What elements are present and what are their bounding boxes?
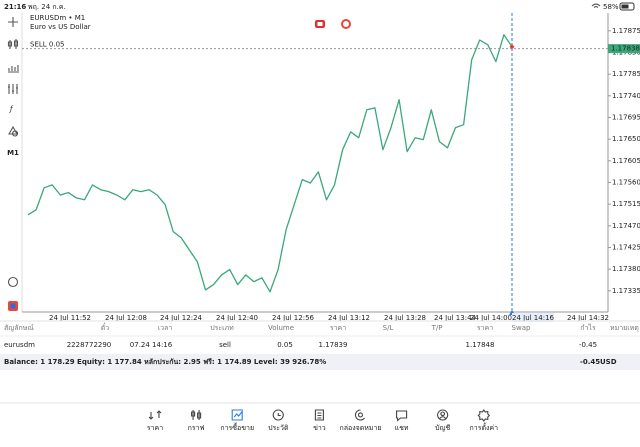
crosshair-time-box	[512, 313, 554, 322]
status-battery: 58%	[603, 3, 619, 11]
column-header: S/L	[383, 324, 394, 332]
summary-currency: USD	[600, 358, 617, 366]
column-header: ราคา	[477, 324, 493, 332]
y-tick-label: 1.17650	[612, 135, 640, 143]
settings-tool[interactable]	[8, 84, 18, 94]
cell-type: sell	[219, 341, 231, 349]
tab-label[interactable]: ราคา	[147, 424, 163, 432]
battery-level	[621, 4, 629, 9]
y-tick-label: 1.17695	[612, 113, 640, 121]
summary-bar	[0, 354, 640, 370]
tab-icon[interactable]	[396, 410, 408, 422]
cell-ticket: 2228772290	[67, 341, 112, 349]
positions-table: สัญลักษณ์ ตั๋ว เวลา ประเภท Volume ราคา S/L T/P ร…	[0, 323, 640, 349]
search-tool[interactable]	[7, 276, 19, 288]
tab-icon[interactable]	[314, 409, 324, 421]
y-tick-label: 1.17875	[612, 27, 640, 35]
cell-profit: -0.45	[579, 341, 597, 349]
tab-icon[interactable]	[231, 409, 243, 421]
tab-icon[interactable]	[148, 410, 162, 420]
cell-open_price: 1.17839	[319, 341, 348, 349]
cell-symbol: eurusdm	[4, 341, 35, 349]
y-tick-label: 1.17515	[612, 200, 640, 208]
cell-volume: 0.05	[277, 341, 293, 349]
order-label: SELL 0.05	[30, 41, 64, 49]
column-header: สัญลักษณ์	[4, 324, 34, 332]
y-tick-label: 1.17740	[612, 92, 640, 100]
chart-description: Euro vs US Dollar	[30, 23, 91, 31]
chart-symbol: EURUSDm • M1	[30, 14, 85, 22]
x-tick-label: 24 Jul 12:24	[160, 314, 203, 322]
column-header: T/P	[431, 324, 443, 332]
x-tick-label: 24 Jul 13:44	[434, 314, 477, 322]
left-toolbar: ƒ M1	[7, 17, 19, 311]
summary-text: Balance: 1 178.29 Equity: 1 177.84 หลักป…	[4, 358, 326, 366]
y-tick-label: 1.17470	[612, 222, 640, 230]
y-tick-label: 1.17605	[612, 157, 640, 165]
crosshair-tool[interactable]	[8, 17, 18, 27]
tab-label[interactable]: กล่องจดหมาย	[339, 424, 381, 432]
tab-label[interactable]: ข่าว	[313, 424, 326, 432]
x-tick-label: 24 Jul 12:56	[272, 314, 315, 322]
tab-label[interactable]: กราฟ	[188, 424, 205, 432]
bid-label: 1.17838	[611, 45, 640, 53]
column-header: หมายเหตุ	[610, 324, 639, 332]
quick-trade-button[interactable]	[341, 19, 351, 29]
tab-label[interactable]: ประวัติ	[268, 424, 289, 432]
cell-time: 07.24 14:16	[130, 341, 173, 349]
x-tick-label: 24 Jul 13:28	[384, 314, 426, 322]
status-date: พฤ. 24 ก.ค.	[28, 3, 66, 11]
tab-icon[interactable]	[477, 409, 491, 422]
wifi-icon	[591, 3, 601, 8]
y-tick-label: 1.17785	[612, 70, 640, 78]
bid-box	[608, 44, 640, 54]
y-tick-label: 1.17380	[612, 265, 640, 273]
tab-label[interactable]: บัญชี	[435, 424, 450, 432]
indicators-tool[interactable]	[8, 65, 19, 73]
x-tick-label: 24 Jul 12:08	[105, 314, 147, 322]
x-tick-label: 24 Jul 14:32	[567, 314, 609, 322]
function-tool[interactable]: ƒ	[8, 105, 14, 113]
x-tick-label: 24 Jul 13:12	[328, 314, 370, 322]
y-tick-label: 1.17560	[612, 178, 640, 186]
tab-label[interactable]: แชท	[395, 424, 409, 432]
trade-button-inner	[317, 22, 323, 26]
chart-type-tool[interactable]	[7, 39, 19, 49]
column-header: กำไร	[580, 323, 596, 332]
column-header: ราคา	[330, 324, 346, 332]
column-header: ตั๋ว	[101, 323, 110, 332]
tab-bar: ราคา กราฟ การซื้อขาย ประวัติ ข่าว กล่องจดหมาย…	[147, 409, 499, 432]
cell-price: 1.17848	[466, 341, 495, 349]
tab-icon[interactable]	[354, 409, 365, 421]
tab-icon[interactable]	[437, 409, 449, 421]
tab-label[interactable]: การตั้งค่า	[470, 421, 499, 432]
y-tick-label: 1.17335	[612, 287, 640, 295]
last-point-marker	[509, 44, 515, 50]
battery-icon	[619, 2, 635, 11]
x-tick-label: 24 Jul 14:16	[512, 314, 555, 322]
x-tick-label: 24 Jul 14:00	[470, 314, 512, 322]
tab-icon[interactable]	[191, 410, 202, 420]
tab-icon[interactable]	[272, 409, 284, 421]
summary-profit: -0.45	[580, 358, 600, 366]
column-header: Volume	[268, 324, 294, 332]
column-header: เวลา	[158, 324, 173, 332]
x-tick-label: 24 Jul 11:52	[49, 314, 91, 322]
status-time: 21:16	[4, 3, 26, 11]
column-header: ประเภท	[210, 324, 234, 332]
objects-tool[interactable]	[8, 125, 19, 137]
tab-label[interactable]: การซื้อขาย	[220, 421, 254, 432]
x-tick-label: 24 Jul 12:40	[216, 314, 258, 322]
plot: 1.178751.178301.177851.177401.176951.176…	[22, 27, 640, 322]
app-logo-inner	[10, 303, 16, 309]
y-tick-label: 1.17425	[612, 243, 640, 251]
column-header: Swap	[512, 324, 531, 332]
price-line	[27, 34, 513, 293]
timeframe[interactable]: M1	[7, 149, 19, 157]
